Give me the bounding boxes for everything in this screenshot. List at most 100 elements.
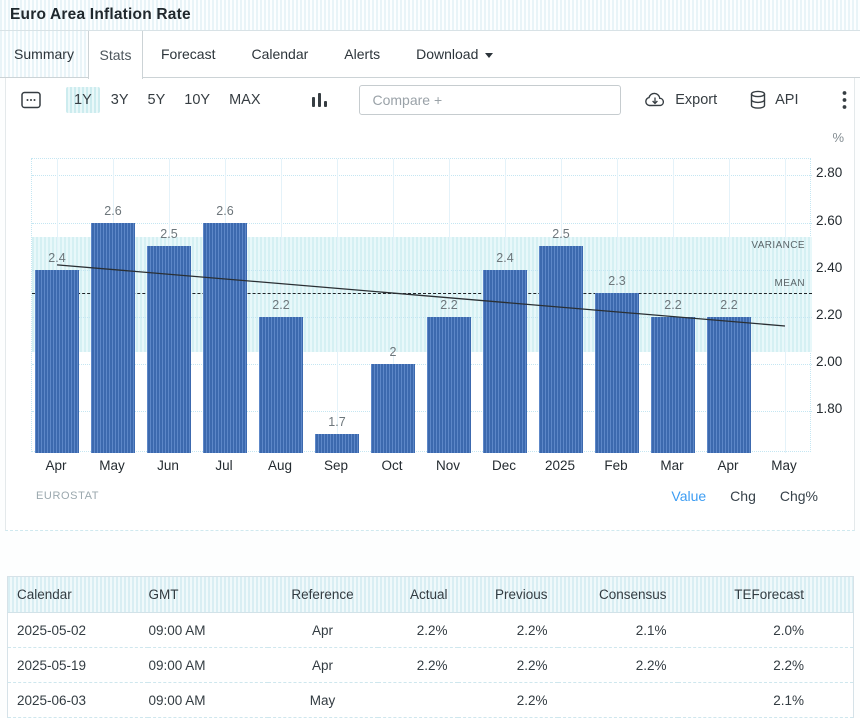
tab-label-download: Download: [416, 46, 478, 62]
range-10y[interactable]: 10Y: [176, 87, 218, 113]
bar-value-label: 2.6: [85, 204, 141, 218]
x-tick-label: Dec: [473, 458, 535, 473]
x-tick-label: Aug: [249, 458, 311, 473]
page-title-bar: Euro Area Inflation Rate: [0, 0, 860, 31]
x-tick-label: 2025: [529, 458, 591, 473]
table-row: 2025-06-0309:00 AMMay2.2%2.1%: [8, 683, 854, 718]
x-tick-label: May: [753, 458, 815, 473]
tab-label-stats: Stats: [100, 47, 132, 63]
export-button[interactable]: Export: [643, 91, 717, 109]
y-tick-label: 2.80: [816, 165, 860, 180]
table-cell: 2.2%: [378, 613, 458, 648]
range-3y[interactable]: 3Y: [103, 87, 137, 113]
footer-link-value[interactable]: Value: [671, 488, 706, 504]
tab-label-alerts: Alerts: [344, 46, 380, 62]
table-header: CalendarGMTReferenceActualPreviousConsen…: [8, 577, 854, 613]
bar-value-label: 2.2: [421, 298, 477, 312]
database-icon: [749, 90, 767, 110]
plot-area: VARIANCEMEAN2.42.62.52.62.21.722.22.42.5…: [31, 158, 811, 452]
chart-panel: 1Y3Y5Y10YMAX Export: [5, 78, 855, 531]
y-tick-label: 2.40: [816, 260, 860, 275]
api-button[interactable]: API: [749, 90, 798, 110]
table-cell: [378, 683, 458, 718]
range-selector: 1Y3Y5Y10YMAX: [66, 87, 271, 113]
x-tick-label: Oct: [361, 458, 423, 473]
footer-link-chgpct[interactable]: Chg%: [780, 488, 818, 504]
tab-alerts[interactable]: Alerts: [326, 31, 398, 77]
chart-bar: [707, 317, 751, 453]
x-tick-label: Apr: [25, 458, 87, 473]
bar-value-label: 2.2: [253, 298, 309, 312]
table-cell: 2.1%: [558, 613, 678, 648]
tab-stats[interactable]: Stats: [88, 31, 143, 79]
bar-value-label: 2.2: [701, 298, 757, 312]
calendar-table: CalendarGMTReferenceActualPreviousConsen…: [7, 576, 854, 718]
tab-label-forecast: Forecast: [161, 46, 215, 62]
y-tick-label: 1.80: [816, 401, 860, 416]
bar-value-label: 2.5: [533, 227, 589, 241]
tab-calendar[interactable]: Calendar: [233, 31, 326, 77]
table-cell: 2.2%: [458, 648, 558, 683]
export-label: Export: [675, 92, 717, 108]
table-cell: 2025-05-02: [8, 613, 148, 648]
y-axis-unit: %: [804, 130, 844, 145]
table-cell: 2.1%: [678, 683, 854, 718]
chart-bar: [35, 270, 79, 453]
tab-label-summary: Summary: [14, 46, 74, 62]
data-source-label: EUROSTAT: [36, 490, 99, 502]
bar-value-label: 2.4: [477, 251, 533, 265]
tab-bar: Summary Stats Forecast Calendar Alerts Downlo…: [0, 31, 860, 78]
table-cell: 2.2%: [558, 648, 678, 683]
bar-chart-icon[interactable]: [311, 91, 329, 109]
table-cell: 09:00 AM: [148, 683, 268, 718]
range-5y[interactable]: 5Y: [140, 87, 174, 113]
chart-bar: [259, 317, 303, 453]
variance-label: VARIANCE: [751, 240, 805, 251]
table-cell: 2.2%: [458, 613, 558, 648]
table-cell: 09:00 AM: [148, 648, 268, 683]
table-cell: 09:00 AM: [148, 613, 268, 648]
table-cell: May: [268, 683, 378, 718]
tab-label-calendar: Calendar: [251, 46, 308, 62]
compare-input[interactable]: [359, 85, 621, 115]
chart-bar: [595, 293, 639, 453]
chart-bar: [91, 223, 135, 453]
bar-value-label: 2.2: [645, 298, 701, 312]
column-header-previous: Previous: [458, 577, 558, 613]
x-tick-label: Nov: [417, 458, 479, 473]
table-cell: Apr: [268, 613, 378, 648]
chart-bar: [427, 317, 471, 453]
gridline: [337, 159, 338, 453]
bar-value-label: 2: [365, 345, 421, 359]
range-max[interactable]: MAX: [221, 87, 268, 113]
tab-download[interactable]: Download: [398, 31, 511, 77]
gridline: [785, 159, 786, 453]
kebab-menu-icon[interactable]: [835, 90, 854, 110]
tab-summary[interactable]: Summary: [0, 31, 88, 77]
column-header-gmt: GMT: [148, 577, 268, 613]
gridline: [32, 223, 812, 224]
x-tick-label: Apr: [697, 458, 759, 473]
chart-bar: [315, 434, 359, 453]
range-1y[interactable]: 1Y: [66, 87, 100, 113]
table-cell: 2025-06-03: [8, 683, 148, 718]
column-header-calendar: Calendar: [8, 577, 148, 613]
x-tick-label: Mar: [641, 458, 703, 473]
tab-forecast[interactable]: Forecast: [143, 31, 233, 77]
table-cell: Apr: [268, 648, 378, 683]
chart-bar: [651, 317, 695, 453]
table-cell: 2.2%: [678, 648, 854, 683]
x-tick-label: Sep: [305, 458, 367, 473]
app: Euro Area Inflation Rate Summary Stats For…: [0, 0, 860, 718]
column-header-teforecast: TEForecast: [678, 577, 854, 613]
calendar-icon[interactable]: [20, 89, 42, 111]
bar-value-label: 2.4: [29, 251, 85, 265]
footer-link-chg[interactable]: Chg: [730, 488, 756, 504]
chart-bar: [371, 364, 415, 453]
table-cell: 2025-05-19: [8, 648, 148, 683]
chevron-down-icon: [485, 53, 493, 58]
table-row: 2025-05-0209:00 AMApr2.2%2.2%2.1%2.0%: [8, 613, 854, 648]
chart-footer: EUROSTAT Value Chg Chg%: [6, 484, 854, 508]
gridline: [32, 175, 812, 176]
cloud-download-icon: [643, 91, 667, 109]
